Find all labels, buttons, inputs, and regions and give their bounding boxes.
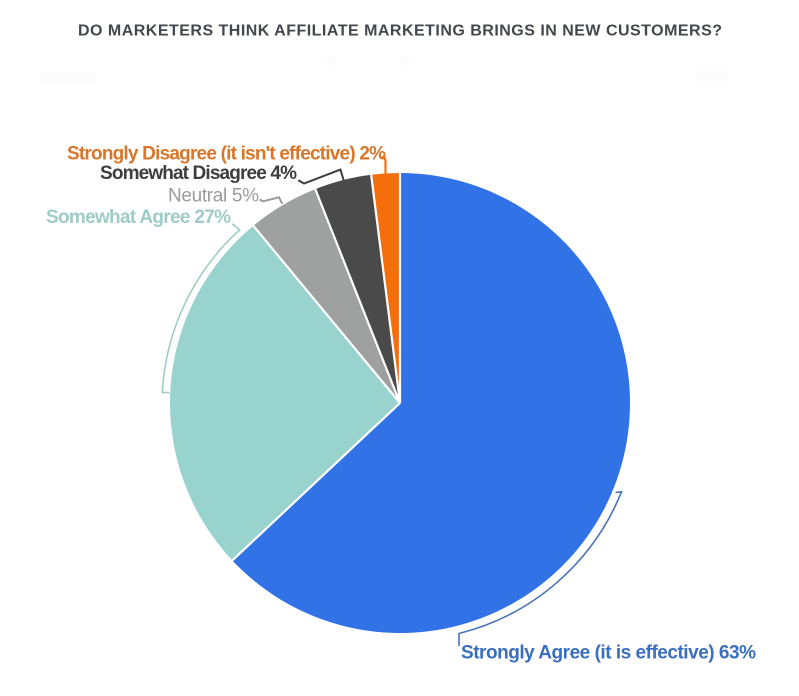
svg-text:Strongly Agree (it is effectiv: Strongly Agree (it is effective) 63% <box>461 643 756 664</box>
svg-text:Strongly Disagree (it isn't ef: Strongly Disagree (it isn't effective) 2… <box>67 144 386 165</box>
svg-text:DO MARKETERS THINK AFFILIATE M: DO MARKETERS THINK AFFILIATE MARKETING B… <box>78 23 722 40</box>
svg-text:Somewhat Agree 27%: Somewhat Agree 27% <box>46 207 231 228</box>
svg-text:Neutral 5%: Neutral 5% <box>168 186 259 207</box>
svg-text:Somewhat Disagree 4%: Somewhat Disagree 4% <box>100 163 297 184</box>
